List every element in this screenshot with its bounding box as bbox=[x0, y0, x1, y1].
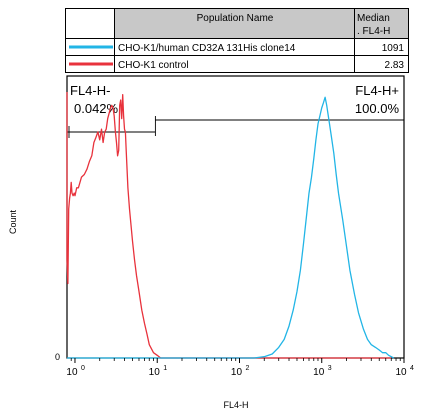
legend-row-2-value-cell bbox=[354, 55, 409, 73]
gate-negative-name: FL4-H- bbox=[70, 83, 110, 98]
legend-table: Population Name Median . FL4-H CHO-K1/hu… bbox=[65, 8, 409, 73]
y-tick-label-0: 0 bbox=[55, 352, 60, 362]
x-tick-exponent-2: 2 bbox=[245, 365, 249, 372]
x-tick-exponent-0: 0 bbox=[81, 365, 85, 372]
x-tick-exponent-3: 3 bbox=[328, 365, 332, 372]
series-line-2 bbox=[67, 96, 395, 359]
gate-positive-percent: 100.0% bbox=[355, 101, 400, 116]
gate-negative-percent: 0.042% bbox=[74, 101, 119, 116]
legend-table-grid: Population Name Median . FL4-H CHO-K1/hu… bbox=[65, 8, 409, 73]
plot-frame bbox=[66, 75, 405, 359]
x-tick-label-2: 10 bbox=[231, 367, 243, 378]
legend-header-median-2: . FL4-H bbox=[357, 26, 390, 37]
histogram-series bbox=[66, 92, 395, 359]
gate-markers: FL4-H- 0.042% FL4-H+ 100.0% bbox=[67, 83, 404, 138]
gate-positive-name: FL4-H+ bbox=[355, 83, 399, 98]
x-tick-label-1: 10 bbox=[149, 367, 161, 378]
legend-row-1-value: 1091 bbox=[382, 43, 405, 54]
legend-header-median-1: Median bbox=[357, 13, 390, 24]
legend-row-1-name: CHO-K1/human CD32A 131His clone14 bbox=[118, 43, 296, 54]
y-axis-label: Count bbox=[8, 210, 18, 235]
x-tick-label-4: 10 bbox=[395, 367, 407, 378]
x-tick-label-3: 10 bbox=[313, 367, 325, 378]
legend-row-2-name: CHO-K1 control bbox=[118, 60, 189, 71]
legend-row-2-value: 2.83 bbox=[385, 60, 405, 71]
legend-header-name: Population Name bbox=[197, 13, 274, 24]
legend-header-blank bbox=[65, 8, 115, 39]
series-line-1 bbox=[66, 92, 392, 359]
y-axis-ticks: 0 bbox=[55, 352, 60, 362]
x-axis-label: FL4-H bbox=[223, 400, 248, 410]
x-tick-label-0: 10 bbox=[66, 367, 78, 378]
x-axis-ticks: 10 0 10 1 10 2 10 3 10 4 bbox=[66, 358, 414, 378]
x-tick-exponent-4: 4 bbox=[410, 365, 414, 372]
x-tick-exponent-1: 1 bbox=[163, 365, 167, 372]
legend-header-name-cell bbox=[114, 8, 355, 39]
